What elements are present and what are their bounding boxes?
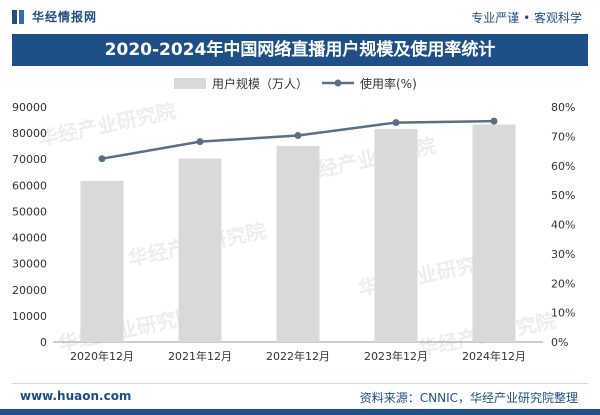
x-tick-label: 2024年12月 (462, 349, 526, 363)
footer: www.huaon.com 资料来源：CNNIC，华经产业研究院整理 (0, 383, 600, 415)
y-left-tick-label: 0 (40, 336, 47, 349)
y-right-tick-label: 40% (551, 219, 575, 232)
legend-line-label: 使用率(%) (360, 76, 417, 91)
y-left-tick-label: 60000 (12, 179, 47, 192)
line-series (98, 117, 498, 163)
footer-url[interactable]: www.huaon.com (20, 389, 132, 403)
legend-line-marker (334, 79, 342, 87)
usage-rate-point (294, 131, 302, 139)
x-tick-label: 2021年12月 (168, 349, 232, 363)
bar-series (80, 124, 516, 342)
brand-name: 华经情报网 (32, 10, 98, 24)
y-right-tick-label: 20% (551, 277, 575, 290)
y-left-tick-label: 40000 (12, 232, 47, 245)
chart-plot: 华经产业研究院华经产业研究院华经产业研究院华经产业研究院华经产业研究院华经产业研… (12, 76, 575, 363)
y-left-tick-label: 20000 (12, 284, 47, 297)
watermark-0: 华经产业研究院 (36, 98, 178, 151)
watermark-4: 华经产业研究院 (56, 303, 198, 356)
footer-divider (12, 383, 588, 384)
bar (472, 124, 516, 342)
x-tick-label: 2022年12月 (266, 349, 330, 363)
logo: 华经情报网 (12, 8, 97, 25)
bar (80, 180, 124, 342)
usage-rate-point (392, 119, 400, 127)
legend: 用户规模（万人） 使用率(%) (174, 76, 417, 91)
bar (374, 128, 418, 342)
axes: 0 10000 20000 30000 40000 50000 60000 70000 8000… (12, 101, 575, 363)
y-left-tick-label: 80000 (12, 127, 47, 140)
bar (178, 158, 222, 342)
slogan: 专业严谨 • 客观科学 (471, 11, 582, 25)
y-right-tick-label: 30% (551, 248, 575, 261)
top-bar: 华经情报网 专业严谨 • 客观科学 (0, 0, 600, 32)
logo-icon (12, 9, 26, 24)
y-left-tick-label: 30000 (12, 258, 47, 271)
y-right-tick-label: 60% (551, 160, 575, 173)
usage-rate-point (490, 117, 498, 125)
y-right-tick-label: 50% (551, 189, 575, 202)
y-left-tick-label: 90000 (12, 101, 47, 114)
y-right-tick-label: 70% (551, 130, 575, 143)
y-right-tick-label: 0% (551, 336, 568, 349)
y-left-tick-label: 50000 (12, 205, 47, 218)
chart-title: 2020-2024年中国网络直播用户规模及使用率统计 (12, 34, 588, 66)
x-tick-label: 2020年12月 (70, 349, 134, 363)
footer-bar (0, 409, 600, 415)
usage-rate-point (98, 155, 106, 163)
y-left-tick-label: 70000 (12, 153, 47, 166)
bar (276, 145, 320, 342)
legend-bar-swatch (174, 78, 206, 89)
source-note: 资料来源：CNNIC，华经产业研究院整理 (359, 391, 578, 405)
usage-rate-point (196, 138, 204, 146)
y-left-tick-label: 10000 (12, 310, 47, 323)
legend-bar-label: 用户规模（万人） (212, 76, 308, 91)
y-right-tick-label: 80% (551, 101, 575, 114)
y-right-tick-label: 10% (551, 307, 575, 320)
x-tick-label: 2023年12月 (364, 349, 428, 363)
